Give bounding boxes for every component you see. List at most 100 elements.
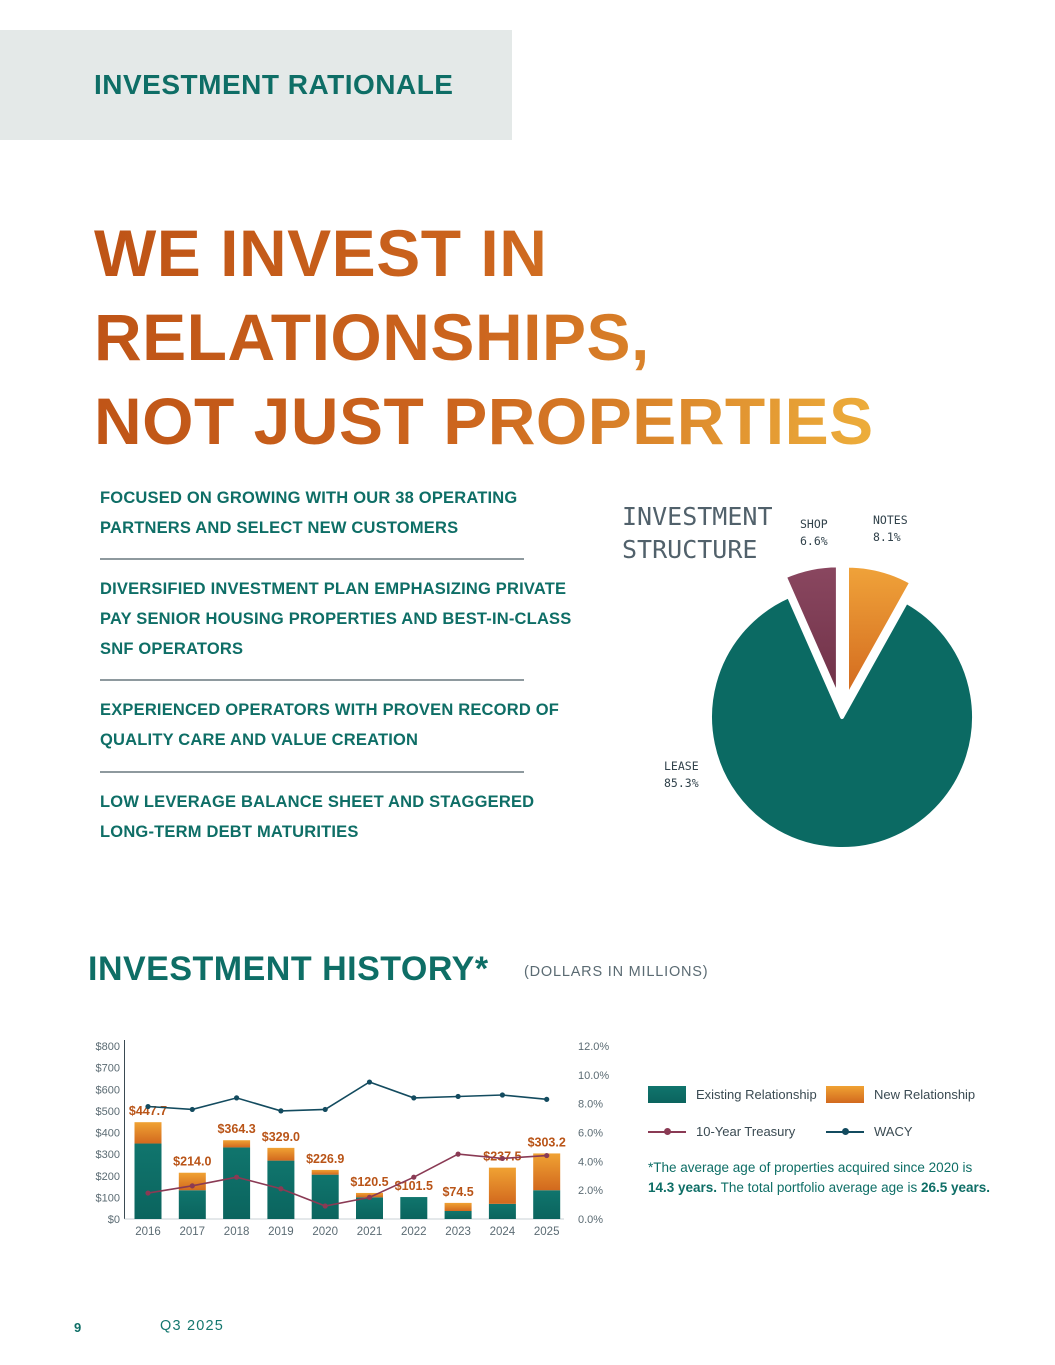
marker-wacy xyxy=(411,1095,417,1101)
legend-wacy: WACY xyxy=(826,1123,1028,1140)
divider xyxy=(100,770,524,773)
line-wacy xyxy=(147,1081,547,1112)
right-axis-tick: 2.0% xyxy=(578,1185,603,1197)
line-10-year-treasury xyxy=(147,1153,547,1207)
marker-wacy xyxy=(544,1096,550,1102)
hero-heading: WE INVEST IN RELATIONSHIPS, NOT JUST PRO… xyxy=(94,212,894,463)
history-footnote: *The average age of properties acquired … xyxy=(648,1160,991,1196)
report-period: Q3 2025 xyxy=(160,1318,225,1334)
bar-new-2016 xyxy=(134,1122,162,1144)
bar-total-2022: $101.5 xyxy=(395,1179,433,1193)
legend-swatch-existing xyxy=(648,1086,686,1103)
pie-label-notes: NOTES 8.1% xyxy=(873,513,908,544)
legend-swatch-new xyxy=(826,1086,864,1103)
bullet-low-leverage: LOW LEVERAGE BALANCE SHEET AND STAGGERED… xyxy=(100,792,535,841)
divider xyxy=(100,558,524,561)
left-axis-tick: $700 xyxy=(96,1063,120,1075)
left-axis-tick: $0 xyxy=(108,1214,120,1226)
marker-10-year-treasury xyxy=(411,1174,417,1180)
bar-total-2025: $303.2 xyxy=(528,1135,566,1149)
legend-10-year-treasury: 10-Year Treasury xyxy=(648,1123,826,1140)
x-axis-label-2021: 2021 xyxy=(357,1226,383,1238)
investment-history-bar-chart: $0 $100 $200 $300 $400 $500 $600 $700 $800 0.0% 2.… xyxy=(96,1040,609,1238)
x-axis-label-2020: 2020 xyxy=(312,1226,338,1238)
bar-existing-2025 xyxy=(533,1190,561,1219)
bar-existing-2017 xyxy=(178,1190,206,1219)
x-axis-label-2019: 2019 xyxy=(268,1226,294,1238)
marker-10-year-treasury xyxy=(455,1151,461,1157)
marker-10-year-treasury xyxy=(234,1174,240,1180)
pie-slice-notes xyxy=(845,563,914,700)
bar-total-2019: $329.0 xyxy=(262,1130,300,1144)
left-axis-tick: $500 xyxy=(96,1106,120,1118)
right-axis-tick: 10.0% xyxy=(578,1070,609,1082)
history-chart-title: INVESTMENT HISTORY* xyxy=(88,950,489,988)
pie-label-lease: LEASE 85.3% xyxy=(664,759,699,790)
bullet-experienced-operators: EXPERIENCED OPERATORS WITH PROVEN RECORD… xyxy=(100,701,560,750)
hero-line-1: WE INVEST IN xyxy=(94,216,548,290)
bar-new-2020 xyxy=(311,1169,339,1175)
bar-total-2023: $74.5 xyxy=(442,1185,473,1199)
divider xyxy=(100,679,524,682)
hero-line-2: RELATIONSHIPS, xyxy=(94,299,650,374)
legend-existing-relationship: Existing Relationship xyxy=(648,1086,826,1103)
bar-total-2020: $226.9 xyxy=(306,1152,344,1166)
x-axis-label-2025: 2025 xyxy=(534,1226,560,1238)
section-title: INVESTMENT RATIONALE xyxy=(94,69,454,100)
history-chart-subtitle: (DOLLARS IN MILLIONS) xyxy=(524,964,709,980)
left-axis-tick: $800 xyxy=(96,1041,120,1053)
section-banner: INVESTMENT RATIONALE xyxy=(0,30,512,140)
bar-existing-2016 xyxy=(134,1143,162,1219)
bar-existing-2021 xyxy=(356,1197,383,1219)
marker-wacy xyxy=(278,1108,284,1114)
bar-new-2017 xyxy=(178,1172,206,1191)
left-axis-tick: $200 xyxy=(96,1171,120,1183)
bar-new-2018 xyxy=(223,1140,251,1148)
marker-wacy xyxy=(189,1106,195,1113)
marker-wacy xyxy=(322,1106,328,1113)
legend-swatch-wacy xyxy=(826,1123,864,1140)
marker-10-year-treasury xyxy=(499,1155,505,1162)
x-axis-label-2016: 2016 xyxy=(135,1226,161,1238)
pie-chart-title: INVESTMENT STRUCTURE xyxy=(622,502,773,564)
bar-existing-2024 xyxy=(488,1203,516,1219)
marker-10-year-treasury xyxy=(278,1186,284,1192)
left-axis-tick: $300 xyxy=(96,1149,120,1161)
bar-total-2017: $214.0 xyxy=(173,1155,211,1169)
bar-existing-2020 xyxy=(311,1174,339,1219)
marker-10-year-treasury xyxy=(145,1190,151,1196)
pie-slice-shop xyxy=(782,563,840,700)
pie-slice-lease xyxy=(708,594,976,851)
bullet-diversified-plan: DIVERSIFIED INVESTMENT PLAN EMPHASIZING … xyxy=(100,580,572,658)
bar-new-2019 xyxy=(267,1147,295,1161)
investment-structure-pie-chart xyxy=(708,563,976,851)
marker-wacy xyxy=(499,1092,505,1098)
x-axis-label-2023: 2023 xyxy=(445,1226,471,1238)
bar-new-2024 xyxy=(488,1167,516,1204)
bar-new-2025 xyxy=(533,1153,561,1191)
left-axis-tick: $600 xyxy=(96,1084,120,1096)
x-axis-label-2024: 2024 xyxy=(490,1226,516,1238)
right-axis-tick: 0.0% xyxy=(578,1214,603,1226)
bar-existing-2023 xyxy=(444,1210,472,1219)
pie-label-shop: SHOP 6.6% xyxy=(800,517,828,548)
x-axis-label-2017: 2017 xyxy=(180,1226,206,1238)
marker-10-year-treasury xyxy=(366,1194,373,1200)
bar-new-2023 xyxy=(444,1202,472,1211)
right-axis-tick: 12.0% xyxy=(578,1041,609,1053)
x-axis-label-2018: 2018 xyxy=(224,1226,250,1238)
rationale-bullet-list: FOCUSED ON GROWING WITH OUR 38 OPERATING… xyxy=(100,484,572,847)
x-axis-label-2022: 2022 xyxy=(401,1226,427,1238)
marker-wacy xyxy=(366,1079,373,1085)
right-axis-tick: 6.0% xyxy=(578,1128,603,1140)
page-number: 9 xyxy=(74,1320,82,1335)
marker-wacy xyxy=(234,1095,240,1101)
left-axis-tick: $400 xyxy=(96,1128,120,1140)
bar-existing-2022 xyxy=(400,1197,428,1219)
legend-new-relationship: New Relationship xyxy=(826,1086,1028,1103)
marker-wacy xyxy=(145,1103,151,1110)
bar-existing-2018 xyxy=(223,1147,251,1219)
history-chart-legend: Existing Relationship New Relationship 1… xyxy=(648,1086,1028,1140)
bullet-operating-partners: FOCUSED ON GROWING WITH OUR 38 OPERATING… xyxy=(100,489,518,537)
bar-total-2018: $364.3 xyxy=(217,1122,255,1136)
